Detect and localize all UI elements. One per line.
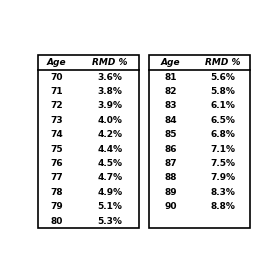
Text: 81: 81 xyxy=(164,73,177,81)
Text: 4.9%: 4.9% xyxy=(97,188,122,197)
Text: 75: 75 xyxy=(50,145,63,153)
Text: 72: 72 xyxy=(50,101,63,110)
Text: 4.5%: 4.5% xyxy=(97,159,122,168)
Text: 6.1%: 6.1% xyxy=(210,101,235,110)
Text: RMD %: RMD % xyxy=(92,58,128,67)
Text: Age: Age xyxy=(161,58,180,67)
Text: 73: 73 xyxy=(50,116,63,125)
Text: 4.2%: 4.2% xyxy=(97,130,122,139)
Text: 82: 82 xyxy=(164,87,177,96)
Text: 78: 78 xyxy=(50,188,63,197)
Text: 71: 71 xyxy=(50,87,63,96)
Text: 3.8%: 3.8% xyxy=(97,87,122,96)
Text: 87: 87 xyxy=(164,159,177,168)
Bar xyxy=(38,55,139,228)
Text: 76: 76 xyxy=(50,159,63,168)
Text: 8.8%: 8.8% xyxy=(210,202,235,211)
Text: Age: Age xyxy=(47,58,67,67)
Text: 3.6%: 3.6% xyxy=(97,73,122,81)
Text: 5.8%: 5.8% xyxy=(210,87,235,96)
Text: RMD %: RMD % xyxy=(205,58,241,67)
Text: 5.1%: 5.1% xyxy=(97,202,122,211)
Bar xyxy=(149,55,250,228)
Text: 90: 90 xyxy=(164,202,177,211)
Text: 3.9%: 3.9% xyxy=(97,101,122,110)
Text: 84: 84 xyxy=(164,116,177,125)
Text: 4.0%: 4.0% xyxy=(97,116,122,125)
Text: 83: 83 xyxy=(164,101,177,110)
Text: 70: 70 xyxy=(50,73,63,81)
Text: 4.7%: 4.7% xyxy=(97,173,122,182)
Text: 7.9%: 7.9% xyxy=(210,173,235,182)
Text: 5.6%: 5.6% xyxy=(210,73,235,81)
Text: 8.3%: 8.3% xyxy=(210,188,235,197)
Text: 86: 86 xyxy=(164,145,177,153)
Text: 6.8%: 6.8% xyxy=(210,130,235,139)
Text: 79: 79 xyxy=(50,202,63,211)
Text: 89: 89 xyxy=(164,188,177,197)
Text: 4.4%: 4.4% xyxy=(97,145,122,153)
Text: 88: 88 xyxy=(164,173,177,182)
Text: 77: 77 xyxy=(50,173,63,182)
Text: 74: 74 xyxy=(50,130,63,139)
Text: 85: 85 xyxy=(164,130,177,139)
Text: 80: 80 xyxy=(50,217,63,226)
Text: 7.5%: 7.5% xyxy=(210,159,235,168)
Text: 6.5%: 6.5% xyxy=(210,116,235,125)
Text: 7.1%: 7.1% xyxy=(210,145,235,153)
Text: 5.3%: 5.3% xyxy=(97,217,122,226)
